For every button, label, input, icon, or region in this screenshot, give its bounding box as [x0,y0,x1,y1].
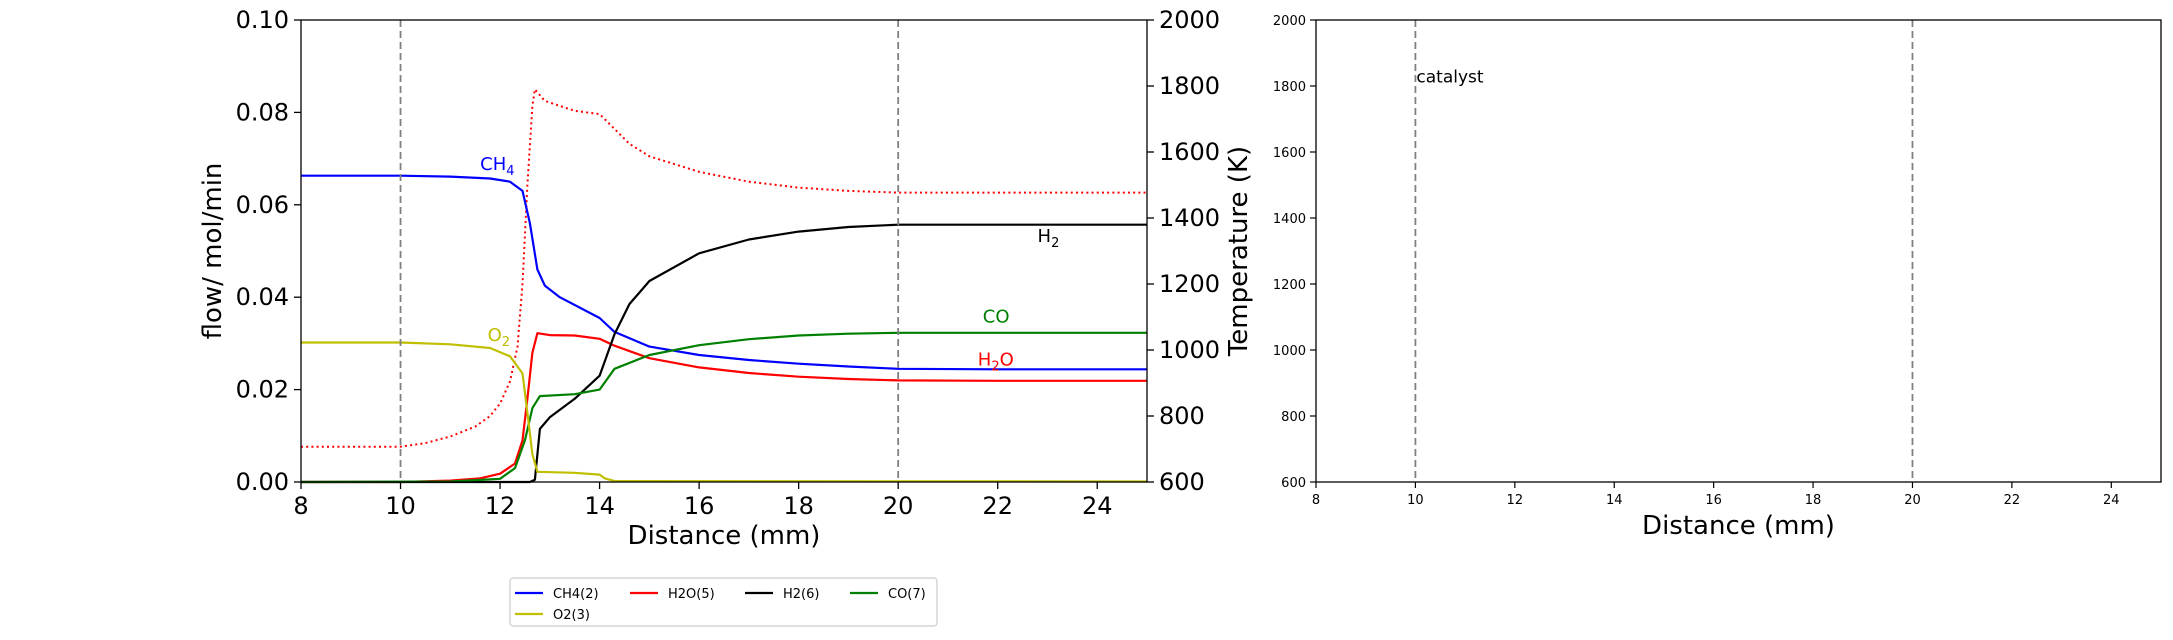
y-tick-label: 2000 [1273,14,1306,29]
x-tick-label: 12 [485,492,516,520]
x-tick-label: 20 [1904,493,1921,508]
y-tick-label: 0.10 [236,6,289,34]
y-tick-label: 1800 [1273,80,1306,95]
y2-tick-label: 600 [1159,468,1205,496]
y2-tick-label: 2000 [1159,6,1220,34]
y-tick-label: 1600 [1273,146,1306,161]
x-tick-label: 8 [1312,493,1320,508]
annotation-ch4: CH4 [480,154,514,179]
catalyst-boundary-lines [1414,20,1914,482]
x-tick-label: 24 [1082,492,1113,520]
legend-label: CH4(2) [553,587,599,602]
x-tick-label: 16 [1705,493,1722,508]
annotation-co: CO [983,307,1010,328]
x-tick-label: 16 [684,492,715,520]
x-tick-label: 10 [385,492,416,520]
x-tick-label: 18 [783,492,814,520]
y2-tick-label: 1600 [1159,138,1220,166]
y-tick-label: 600 [1281,476,1306,491]
catalyst-boundary-lines [399,20,900,482]
x-tick-label: 14 [584,492,615,520]
x-tick-label: 20 [883,492,914,520]
y-tick-label: 1000 [1273,344,1306,359]
flow-chart-frame [300,19,1148,483]
legend-entry-ch4-2: CH4(2) [515,587,599,602]
x-tick-label: 12 [1507,493,1524,508]
legend-label: H2O(5) [668,587,715,602]
x-axis-label: Distance (mm) [1642,511,1835,541]
y-axis-ticks: 600 800 1000 1200 1400 1600 1800 2000 [1273,14,1316,491]
temperature-chart-frame [1315,19,2162,483]
legend-entry-co-7: CO(7) [850,587,926,602]
legend: CH4(2) H2O(5) H2(6) CO(7) O2(3) [509,577,938,627]
y-tick-label: 0.00 [236,468,289,496]
flow-chart: 8 10 12 14 16 18 20 22 24 0.000.020.040.060.080.… [198,6,1254,551]
y-tick-label: 0.08 [236,98,289,126]
x-tick-label: 24 [2103,493,2120,508]
species-annotations: CH4 O2 H2 CO H2O [480,154,1059,374]
y2-axis-label: Temperature (K) [1224,146,1254,357]
legend-label: H2(6) [783,587,819,602]
x-tick-label: 8 [293,492,308,520]
temperature-line [301,86,1147,448]
legend-entry-o2-3: O2(3) [515,608,590,623]
y-axis-label: flow/ mol/min [198,163,228,340]
y2-tick-label: 1400 [1159,204,1220,232]
series-line-h2o-5 [301,332,1147,484]
legend-label: O2(3) [553,608,590,623]
y2-tick-label: 800 [1159,402,1205,430]
y2-tick-label: 1000 [1159,336,1220,364]
legend-label: CO(7) [888,587,926,602]
y-tick-label: 0.02 [236,376,289,404]
y-tick-label: 1400 [1273,212,1306,227]
x-tick-label: 22 [2004,493,2021,508]
y-tick-label: 1200 [1273,278,1306,293]
legend-frame [509,577,938,627]
annotation-h2o: H2O [978,350,1014,375]
series-line-h2-6 [301,223,1147,484]
x-axis-ticks: 8 10 12 14 16 18 20 22 24 [293,482,1113,520]
series-line-co-7 [300,331,1147,484]
catalyst-annotation: catalyst [1416,68,1483,88]
x-axis-ticks: 8 10 12 14 16 18 20 22 24 [1312,482,2120,508]
series-line-o2-3 [301,341,1148,483]
annotation-o2: O2 [488,325,510,350]
legend-entry-h2-6: H2(6) [745,587,819,602]
legend-entry-h2o-5: H2O(5) [630,587,715,602]
y-tick-label: 0.06 [236,191,289,219]
y2-tick-label: 1200 [1159,270,1220,298]
x-tick-label: 22 [982,492,1013,520]
y2-tick-label: 1800 [1159,72,1220,100]
y-tick-label: 0.04 [236,283,289,311]
flow-series-group [300,86,1148,484]
x-axis-label: Distance (mm) [628,521,821,551]
series-line-ch4-2 [301,174,1147,371]
temperature-chart: 8 10 12 14 16 18 20 22 24 600 800 1000 1200 1400 1600… [1273,14,2162,541]
y-axis-ticks: 0.00 0.02 0.04 0.06 0.08 0.10 [236,6,301,496]
x-tick-label: 10 [1407,493,1424,508]
y-tick-label: 800 [1281,410,1306,425]
y2-axis-ticks: 600 800 1000 1200 1400 1600 1800 2000 [1147,6,1220,496]
x-tick-label: 14 [1606,493,1623,508]
annotation-h2: H2 [1038,226,1060,251]
x-tick-label: 18 [1805,493,1822,508]
